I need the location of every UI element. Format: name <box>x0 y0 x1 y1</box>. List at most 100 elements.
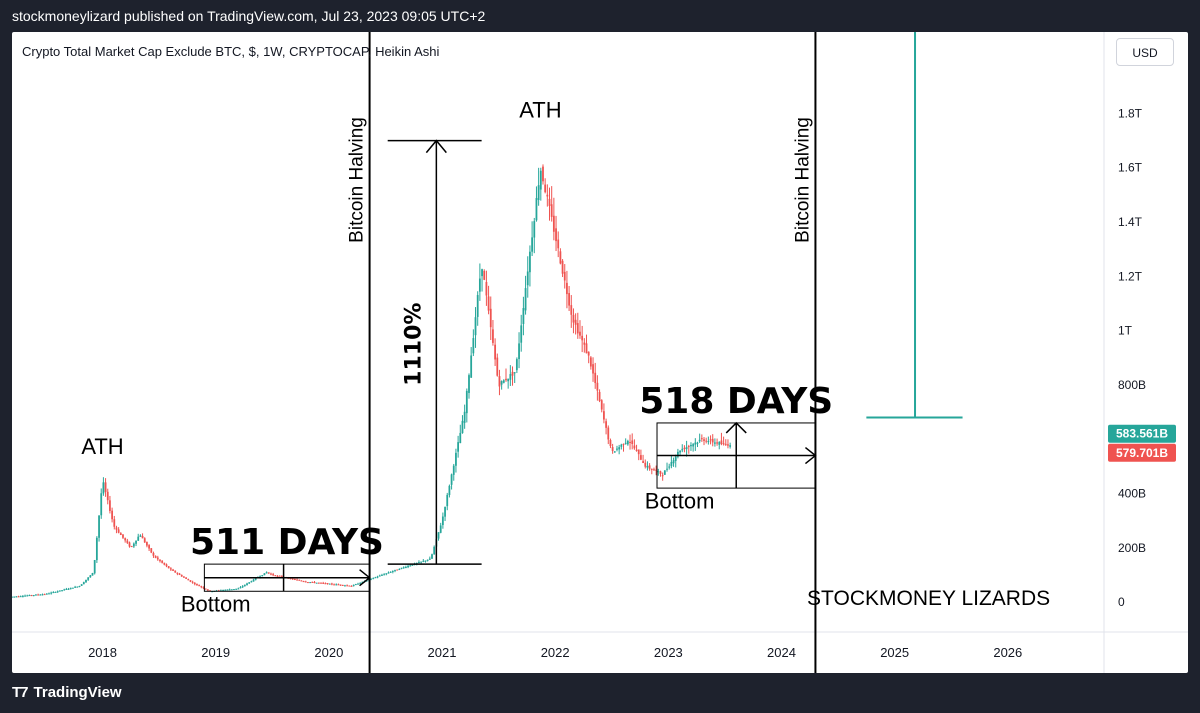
percent-move-arrowhead <box>425 139 447 154</box>
candle-body <box>624 442 627 444</box>
candle-body <box>226 589 229 591</box>
candle-body <box>315 582 318 584</box>
candle-body <box>13 596 16 598</box>
candle-body <box>616 448 618 450</box>
candle-body <box>396 569 399 571</box>
candle-body <box>596 382 599 391</box>
candle-body <box>19 596 22 598</box>
candle-body <box>95 537 98 561</box>
candle-body <box>12 596 13 598</box>
candle-body <box>246 583 248 586</box>
candle-body <box>141 535 144 539</box>
days-right-arrowhead <box>804 446 817 465</box>
candle-body <box>644 462 647 467</box>
candle-body <box>294 579 296 581</box>
candle-body <box>383 574 386 576</box>
tradingview-brand: TradingView <box>33 684 122 701</box>
y-tick-label: 1T <box>1118 324 1133 338</box>
candle-body <box>529 251 531 273</box>
candle-body <box>666 468 668 470</box>
ath-label: ATH <box>519 98 561 123</box>
candle-body <box>509 374 512 380</box>
candle-body <box>267 572 270 574</box>
currency-button[interactable]: USD <box>1116 38 1174 66</box>
candle-body <box>672 460 675 464</box>
candle-body <box>132 543 135 547</box>
candle-body <box>50 592 53 594</box>
x-tick-label: 2019 <box>201 645 230 660</box>
candle-body <box>335 584 338 586</box>
candle-body <box>28 595 31 597</box>
candle-body <box>78 586 81 588</box>
x-tick-label: 2023 <box>654 645 683 660</box>
candle-body <box>566 282 568 295</box>
candle-body <box>433 546 436 555</box>
candle-body <box>692 444 695 447</box>
candle-body <box>300 580 303 582</box>
candle-body <box>472 338 475 354</box>
days-left-label: 511 DAYS <box>190 522 384 563</box>
candle-body <box>139 535 142 537</box>
candle-body <box>489 308 492 328</box>
candle-body <box>681 448 684 451</box>
candle-body <box>570 305 573 315</box>
y-tick-label: 1.2T <box>1118 269 1143 283</box>
candle-body <box>320 582 322 584</box>
candle-body <box>446 494 449 507</box>
chart-panel[interactable]: 0 200B 400B 800B 1T 1.2T 1.4T 1.6T 1.8T 2018 2019 2… <box>12 32 1188 673</box>
candle-body <box>259 576 261 578</box>
x-tick-label: 2024 <box>767 645 796 660</box>
candle-body <box>500 381 503 385</box>
candle-body <box>455 452 457 466</box>
publish-header: stockmoneylizard published on TradingVie… <box>0 0 1200 32</box>
candle-body <box>683 447 686 449</box>
candle-body <box>324 583 327 585</box>
candle-body <box>185 577 187 579</box>
candle-body <box>487 296 490 311</box>
price-label: 583.561B <box>1116 427 1168 441</box>
price-label-box <box>1108 424 1176 443</box>
candle-body <box>348 585 351 587</box>
candle-body <box>496 357 499 376</box>
candle-body <box>463 411 466 423</box>
candle-body <box>394 569 396 571</box>
candle-body <box>700 438 703 440</box>
publish-header-text: stockmoneylizard published on TradingVie… <box>12 8 486 24</box>
candle-body <box>311 581 314 583</box>
candle-body <box>202 587 205 589</box>
candle-body <box>328 583 331 585</box>
candle-body <box>398 569 401 571</box>
candle-body <box>465 390 468 414</box>
candle-body <box>635 449 638 451</box>
candle-body <box>550 204 553 217</box>
candle-body <box>618 447 621 450</box>
candle-body <box>128 542 131 547</box>
candle-body <box>206 589 209 591</box>
candle-body <box>579 331 581 336</box>
candle-body <box>309 582 312 584</box>
candle-body <box>513 372 516 374</box>
candle-body <box>43 594 46 596</box>
candle-body <box>54 591 57 593</box>
candle-body <box>113 519 116 527</box>
candle-body <box>204 588 207 590</box>
x-tick-label: 2026 <box>993 645 1022 660</box>
candle-body <box>58 590 61 592</box>
candle-body <box>115 527 118 530</box>
halving-label: Bitcoin Halving <box>792 117 813 243</box>
candle-body <box>561 260 564 274</box>
candle-body <box>420 561 423 563</box>
candle-body <box>117 529 120 533</box>
price-chart[interactable]: 0 200B 400B 800B 1T 1.2T 1.4T 1.6T 1.8T 2018 2019 2… <box>12 32 1188 673</box>
candle-body <box>424 560 427 562</box>
candle-body <box>450 474 453 485</box>
candle-body <box>557 239 560 249</box>
candle-body <box>653 469 655 471</box>
candle-body <box>716 442 718 444</box>
candle-body <box>594 372 597 384</box>
candle-body <box>183 576 185 578</box>
tradingview-logo[interactable]: T7 TradingView <box>12 684 122 701</box>
candle-body <box>476 295 479 317</box>
candle-body <box>457 442 460 452</box>
candle-body <box>24 595 26 597</box>
